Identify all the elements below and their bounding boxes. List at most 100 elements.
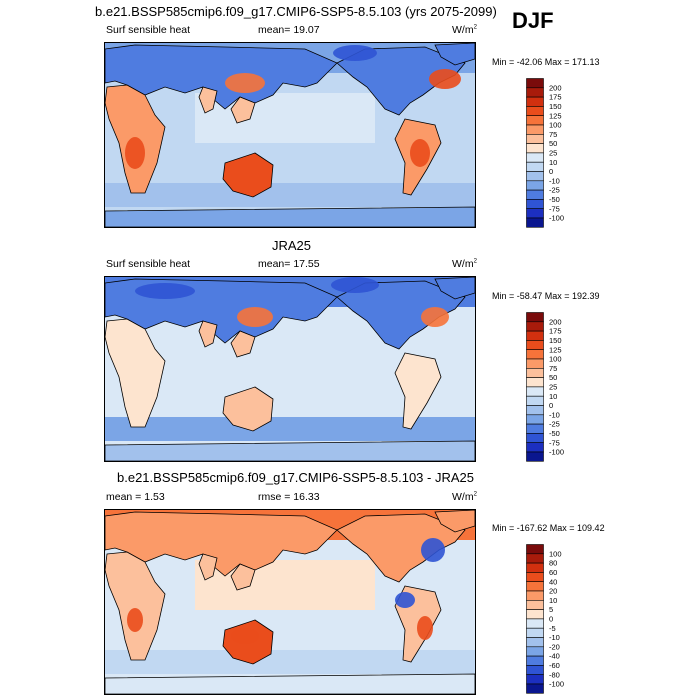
colorbar-swatch [526, 106, 544, 116]
colorbar-tick-label: 10 [549, 392, 557, 401]
colorbar-tick-label: -50 [549, 429, 560, 438]
colorbar-tick-label: 0 [549, 615, 553, 624]
colorbar-tick-label: -25 [549, 420, 560, 429]
colorbar-tick-label: -10 [549, 410, 560, 419]
north-america-landmass [336, 46, 466, 116]
colorbar-swatch [526, 581, 544, 592]
anomaly-patch [135, 283, 195, 299]
colorbar-swatch [526, 180, 544, 191]
colorbar-swatch [526, 572, 544, 582]
africa-landmass [105, 318, 166, 428]
greenland-landmass [434, 277, 475, 300]
africa-landmass [105, 551, 166, 661]
colorbar-tick-label: 10 [549, 596, 557, 605]
panel-2-variable-label: Surf sensible heat [106, 258, 191, 270]
antarctica-landmass [105, 206, 475, 227]
colorbar-swatch [526, 143, 544, 154]
antarctica-landmass [105, 440, 475, 461]
colorbar-tick-label: 5 [549, 605, 553, 614]
colorbar-swatch [526, 433, 544, 444]
panel-3-title: b.e21.BSSP585cmip6.f09_g17.CMIP6-SSP5-8.… [117, 470, 474, 485]
panel-3-units: W/m2 [452, 491, 477, 503]
anomaly-patch [237, 307, 273, 327]
colorbar-tick-label: 150 [549, 102, 562, 111]
anomaly-patch [421, 307, 449, 327]
colorbar-swatch [526, 217, 544, 228]
season-label: DJF [512, 8, 554, 33]
colorbar-tick-label: 20 [549, 587, 557, 596]
panel-1-units: W/m2 [452, 24, 477, 36]
map-svg [105, 43, 475, 227]
southern-ocean-field [105, 183, 475, 207]
colorbar-tick-label: 150 [549, 336, 562, 345]
panel-1-title: b.e21.BSSP585cmip6.f09_g17.CMIP6-SSP5-8.… [95, 4, 497, 19]
colorbar-tick-label: 25 [549, 149, 557, 158]
panel-2-units: W/m2 [452, 258, 477, 270]
colorbar-tick-label: 100 [549, 121, 562, 130]
colorbar-swatch [526, 423, 544, 434]
colorbar-swatch [526, 599, 544, 610]
southeast-asia-landmass [230, 96, 256, 124]
southeast-asia-landmass [230, 563, 256, 591]
colorbar-tick-label: 75 [549, 130, 557, 139]
colorbar-swatch [526, 358, 544, 369]
colorbar-swatch [526, 553, 544, 564]
map-svg [105, 277, 475, 461]
colorbar-tick-label: 25 [549, 383, 557, 392]
colorbar-tick-label: 60 [549, 568, 557, 577]
colorbar-tick-label: 125 [549, 345, 562, 354]
southeast-asia-landmass [230, 330, 256, 358]
colorbar-swatch [526, 161, 544, 172]
colorbar-tick-label: -20 [549, 642, 560, 651]
colorbar-swatch [526, 124, 544, 135]
southern-ocean-field [105, 650, 475, 674]
colorbar-swatch [526, 367, 544, 378]
southern-ocean-field [105, 417, 475, 441]
colorbar-tick-label: -25 [549, 186, 560, 195]
south-america-landmass [394, 352, 442, 430]
australia-landmass [222, 152, 274, 198]
colorbar-swatch [526, 442, 544, 453]
greenland-landmass [434, 510, 475, 533]
colorbar-swatch [526, 115, 544, 126]
colorbar-swatch [526, 646, 544, 657]
colorbar-tick-label: 200 [549, 83, 562, 92]
anomaly-patch [127, 608, 143, 632]
anomaly-patch [395, 592, 415, 608]
colorbar-swatch [526, 377, 544, 388]
colorbar-tick-label: 200 [549, 317, 562, 326]
panel-2-map [104, 276, 476, 462]
colorbar-swatch [526, 208, 544, 219]
panel-2-title: JRA25 [272, 238, 312, 253]
colorbar-swatch [526, 96, 544, 107]
panel-1-variable-label: Surf sensible heat [106, 24, 191, 36]
colorbar-tick-label: -60 [549, 661, 560, 670]
colorbar-swatch [526, 199, 544, 210]
colorbar-swatch [526, 609, 544, 620]
india-landmass [198, 320, 218, 348]
colorbar-tick-label: 50 [549, 373, 557, 382]
colorbar-swatch [526, 321, 544, 332]
colorbar-tick-label: -75 [549, 438, 560, 447]
colorbar-tick-label: 10 [549, 158, 557, 167]
panel-3-rmse-label: rmse = 16.33 [258, 491, 320, 503]
colorbar-swatch [526, 395, 544, 406]
panel-1-colorbar: 200 175 150 125 100 75 50 25 10 0 -10 -25 -50 -75 -100 [526, 78, 606, 234]
colorbar-tick-label: 175 [549, 93, 562, 102]
panel-1-map [104, 42, 476, 228]
colorbar-tick-label: -40 [549, 652, 560, 661]
anomaly-patch [417, 616, 433, 640]
anomaly-patch [231, 628, 259, 644]
colorbar-swatch [526, 171, 544, 182]
colorbar-tick-label: 75 [549, 364, 557, 373]
anomaly-patch [225, 73, 265, 93]
anomaly-patch [410, 139, 430, 167]
colorbar-tick-label: 0 [549, 167, 553, 176]
anomaly-patch [333, 45, 377, 61]
colorbar-tick-label: 80 [549, 559, 557, 568]
colorbar-tick-label: -75 [549, 204, 560, 213]
colorbar-tick-label: -80 [549, 670, 560, 679]
colorbar-tick-label: -50 [549, 195, 560, 204]
